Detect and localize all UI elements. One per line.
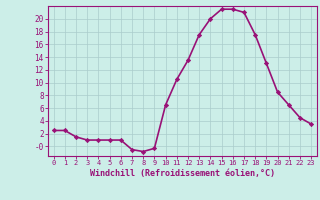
X-axis label: Windchill (Refroidissement éolien,°C): Windchill (Refroidissement éolien,°C) (90, 169, 275, 178)
